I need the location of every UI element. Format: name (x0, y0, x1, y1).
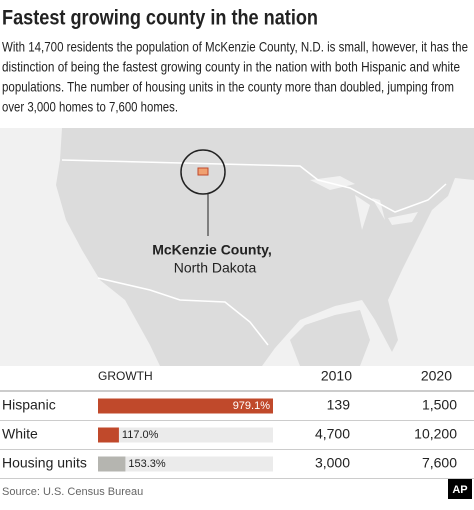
table: GROWTH 2010 2020 Hispanic 979.1% 139 1,500 W… (0, 368, 474, 479)
bar-track (98, 427, 273, 443)
description-line: With 14,700 residents the population of … (2, 39, 468, 55)
borders (61, 159, 447, 346)
value-2020: 1,500 (422, 397, 457, 413)
source: Source: U.S. Census Bureau (2, 486, 143, 498)
description-line: distinction of being the fastest growing… (2, 59, 460, 75)
growth-bar (98, 398, 273, 414)
row-label: Hispanic (2, 397, 56, 413)
row-label: White (2, 426, 38, 442)
growth-label: 153.3% (128, 458, 166, 470)
bar-track (98, 456, 273, 472)
title: Fastest growing county in the nation (2, 7, 318, 30)
growth-label: 979.1% (233, 400, 271, 412)
description-line: over 3,000 homes to 7,600 homes. (2, 99, 178, 115)
yucatan (290, 310, 370, 366)
logo-box (448, 479, 472, 499)
column-header: GROWTH (98, 369, 153, 383)
atlantic-gulf (262, 178, 474, 366)
pacific-ocean (0, 128, 160, 366)
value-2020: 10,200 (414, 426, 457, 442)
description: With 14,700 residents the population of … (2, 39, 468, 115)
logo: AP (452, 484, 467, 496)
value-2010: 4,700 (315, 426, 350, 442)
growth-bar (98, 427, 119, 443)
growth-label: 117.0% (122, 429, 159, 441)
growth-bar (98, 456, 126, 472)
row-label: Housing units (2, 455, 87, 471)
county-marker (197, 167, 209, 176)
value-2010: 3,000 (315, 455, 350, 471)
great-lakes (310, 176, 418, 230)
callout-circle (180, 149, 226, 195)
column-header: 2020 (421, 368, 452, 384)
value-2010: 139 (327, 397, 351, 413)
map: McKenzie County, North Dakota (0, 128, 474, 366)
value-2020: 7,600 (422, 455, 457, 471)
description-line: populations. The number of housing units… (2, 79, 454, 95)
callout-state: North Dakota (174, 260, 257, 276)
callout-county: McKenzie County, (152, 242, 272, 258)
column-header: 2010 (321, 368, 352, 384)
